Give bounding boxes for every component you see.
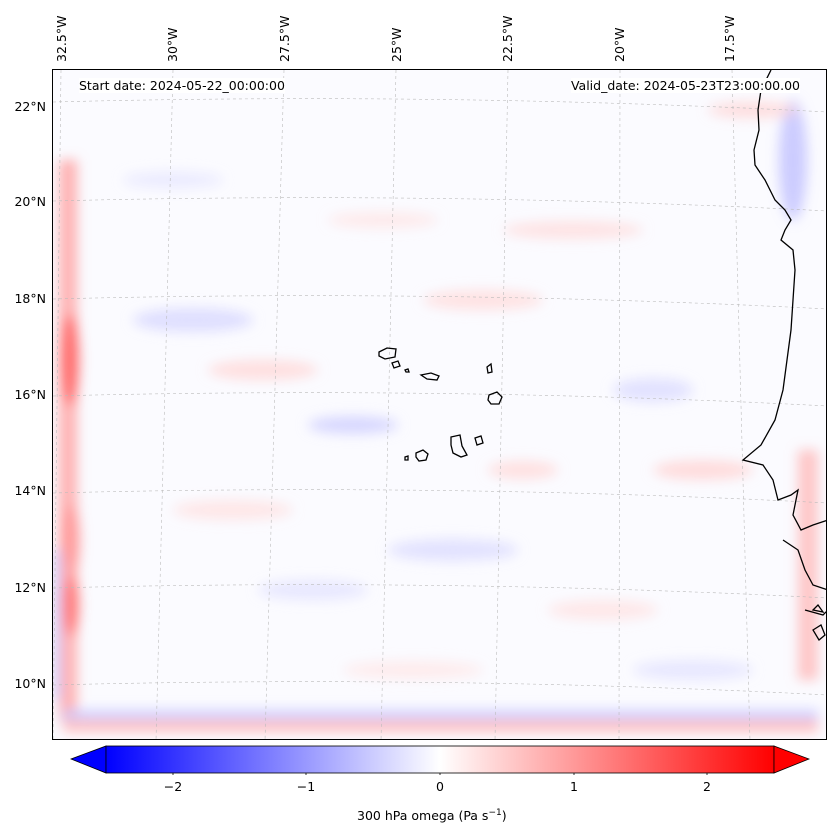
- coastline: [741, 70, 826, 641]
- island-boa-vista: [487, 391, 503, 405]
- ocean-background: [53, 70, 826, 739]
- island-brava: [404, 455, 409, 461]
- valid-date-label: Valid_date: 2024-05-23T23:00:00.00: [570, 78, 800, 93]
- colorbar-extend-max: [773, 745, 810, 774]
- colorbar-label-suffix: ): [501, 808, 507, 824]
- lat-label: 12°N: [14, 580, 46, 595]
- lon-label: 27.5°W: [277, 15, 292, 62]
- colorbar-ticks: [172, 773, 708, 775]
- island-santo-antao: [378, 347, 397, 360]
- island-sal: [486, 362, 493, 374]
- island-sao-nicolau: [419, 372, 440, 381]
- colorbar-tick-label: −1: [296, 779, 316, 794]
- colorbar-tick-label: 1: [570, 779, 578, 794]
- colorbar-tick-label: 2: [703, 779, 711, 794]
- colorbar-label: 300 hPa omega (Pa s−1): [357, 808, 507, 823]
- lon-label: 32.5°W: [54, 15, 69, 62]
- colorbar-gradient: [105, 745, 775, 774]
- cape-verde-islands: [378, 347, 503, 462]
- colorbar-label-exponent: −1: [488, 808, 502, 818]
- lon-label: 17.5°W: [722, 15, 737, 62]
- colorbar-tick-label: 0: [436, 779, 444, 794]
- island-santa-luzia: [404, 368, 410, 373]
- colorbar-extend-min: [70, 745, 107, 774]
- lon-label: 20°W: [612, 27, 627, 62]
- island-maio: [474, 435, 484, 446]
- lat-label: 16°N: [14, 387, 46, 402]
- lat-label: 10°N: [14, 676, 46, 691]
- lat-label: 14°N: [14, 483, 46, 498]
- lat-label: 20°N: [14, 194, 46, 209]
- island-sao-vicente: [391, 360, 401, 369]
- gridlines: [53, 70, 826, 739]
- omega-anomalies: [53, 100, 818, 732]
- lon-label: 22.5°W: [500, 15, 515, 62]
- lon-label: 30°W: [165, 27, 180, 62]
- island-santiago: [450, 434, 468, 458]
- lon-label: 25°W: [389, 27, 404, 62]
- colorbar-tick-label: −2: [163, 779, 183, 794]
- colorbar-svg: [70, 745, 810, 775]
- lat-label: 22°N: [14, 99, 46, 114]
- colorbar-label-text: 300 hPa omega (Pa s: [357, 808, 489, 824]
- start-date-label: Start date: 2024-05-22_00:00:00: [79, 78, 285, 93]
- island-fogo: [415, 449, 429, 462]
- omega-field-map: [53, 70, 826, 739]
- map-frame: Start date: 2024-05-22_00:00:00 Valid_da…: [52, 69, 827, 740]
- lat-label: 18°N: [14, 291, 46, 306]
